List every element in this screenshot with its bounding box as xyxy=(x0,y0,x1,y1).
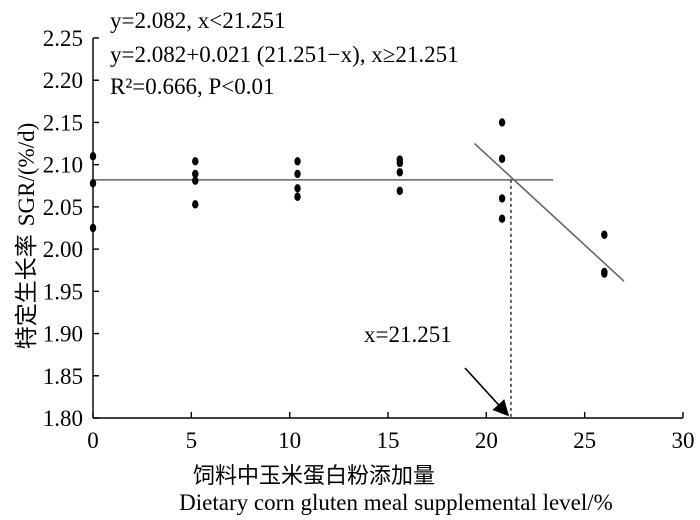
y-tick-label: 2.15 xyxy=(43,110,83,135)
y-tick-label: 2.10 xyxy=(43,153,83,178)
x-tick-label: 30 xyxy=(672,428,695,453)
y-axis-label-text: 特定生长率SGR/(%/d) xyxy=(14,123,40,350)
x-axis: 0 5 10 15 20 25 30 xyxy=(87,412,695,453)
data-point xyxy=(396,186,403,196)
breakpoint-arrow xyxy=(464,367,510,417)
equation-line-3: R²=0.666, P<0.01 xyxy=(110,74,274,99)
y-tick-label: 1.85 xyxy=(43,364,83,389)
decline-line xyxy=(473,142,625,282)
breakpoint-label: x=21.251 xyxy=(364,322,452,347)
y-tick-label: 1.80 xyxy=(43,406,83,431)
y-tick-label: 2.25 xyxy=(43,26,83,51)
y-tick-label: 1.90 xyxy=(43,322,83,347)
y-tick-label: 2.20 xyxy=(43,68,83,93)
y-tick-label: 2.00 xyxy=(43,237,83,262)
data-point xyxy=(192,169,199,179)
data-point xyxy=(396,158,403,168)
data-point xyxy=(192,200,199,209)
data-point xyxy=(192,176,199,185)
y-axis: 1.80 1.85 1.90 1.95 2.00 2.05 2.10 2.15 2.20 2.25 xyxy=(43,26,99,431)
data-points xyxy=(89,118,608,278)
y-tick-label: 1.95 xyxy=(43,279,83,304)
y-tick-label: 2.05 xyxy=(43,195,83,220)
data-point xyxy=(601,230,608,239)
equation-line-1: y=2.082, x<21.251 xyxy=(110,8,285,33)
data-point xyxy=(294,192,301,201)
x-tick-label: 10 xyxy=(278,428,301,453)
fit-lines xyxy=(93,142,625,418)
data-point xyxy=(89,152,97,161)
data-point xyxy=(498,154,506,163)
data-point xyxy=(294,157,301,166)
data-point xyxy=(601,269,608,278)
x-axis-label-en: Dietary corn gluten meal supplemental le… xyxy=(179,490,613,515)
data-point xyxy=(498,214,506,223)
data-point xyxy=(396,168,403,177)
equation-block: y=2.082, x<21.251 y=2.082+0.021 (21.251−… xyxy=(110,8,459,99)
x-tick-label: 5 xyxy=(186,428,198,453)
y-axis-label: 特定生长率SGR/(%/d) xyxy=(14,123,40,350)
x-tick-label: 0 xyxy=(87,428,99,453)
data-point xyxy=(89,223,97,233)
data-point xyxy=(498,194,506,203)
x-tick-label: 25 xyxy=(573,428,596,453)
data-point xyxy=(294,184,301,193)
data-point xyxy=(192,157,199,166)
x-axis-label-cn: 饲料中玉米蛋白粉添加量 xyxy=(193,464,435,489)
data-point xyxy=(498,118,506,127)
breakpoint-annotation: x=21.251 xyxy=(364,322,510,417)
equation-line-2: y=2.082+0.021 (21.251−x), x≥21.251 xyxy=(110,42,459,67)
data-point xyxy=(294,169,301,179)
x-tick-label: 20 xyxy=(475,428,498,453)
data-point xyxy=(89,179,97,188)
x-tick-label: 15 xyxy=(377,428,400,453)
